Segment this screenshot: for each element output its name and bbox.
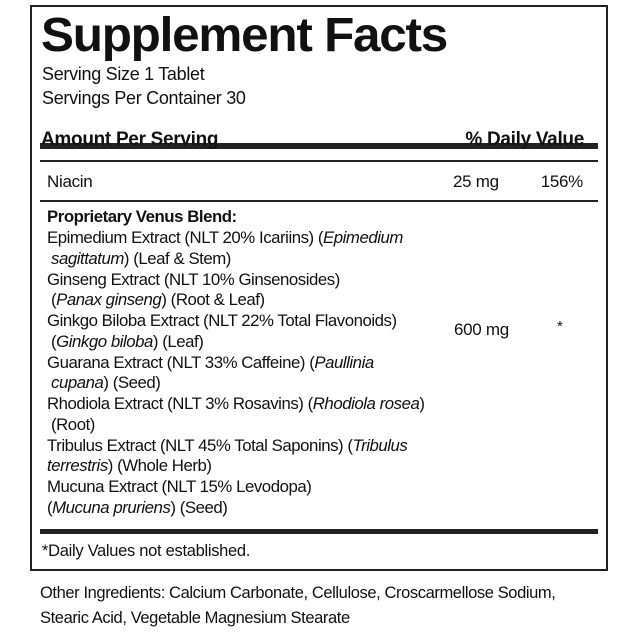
blend-ingredient-line: (Panax ginseng) (Root & Leaf) — [51, 290, 265, 310]
ingredient-text: (Root) — [51, 414, 95, 434]
botanical-name: Mucuna pruriens — [52, 497, 171, 517]
footnote: *Daily Values not established. — [42, 542, 251, 560]
thick-divider — [40, 143, 598, 149]
niacin-daily-value: 156% — [540, 172, 584, 191]
ingredient-text: Ginseng Extract (NLT 10% Ginsenosides) — [47, 269, 340, 289]
botanical-name: cupana — [51, 373, 104, 393]
ingredient-text: ) (Seed) — [170, 497, 228, 517]
blend-ingredient-line: (Root) — [51, 415, 95, 435]
botanical-name: Paullinia — [314, 352, 374, 372]
servings-per-container: Servings Per Container 30 — [42, 88, 246, 108]
botanical-name: Panax ginseng — [56, 290, 162, 310]
ingredient-text: ) (Leaf) — [152, 331, 204, 351]
ingredient-text: ) (Seed) — [103, 373, 161, 393]
blend-ingredient-line: Ginkgo Biloba Extract (NLT 22% Total Fla… — [47, 311, 397, 331]
blend-daily-value: * — [557, 318, 563, 335]
botanical-name: Tribulus — [352, 435, 408, 455]
thick-divider — [40, 529, 598, 534]
blend-ingredient-line: cupana) (Seed) — [51, 373, 161, 393]
ingredient-text: Ginkgo Biloba Extract (NLT 22% Total Fla… — [47, 311, 397, 330]
botanical-name: Ginkgo biloba — [56, 331, 153, 351]
blend-name: Proprietary Venus Blend: — [47, 207, 237, 226]
ingredient-text: ) (Whole Herb) — [107, 456, 212, 476]
supplement-facts-panel — [30, 5, 608, 571]
ingredient-text: ( — [47, 497, 53, 517]
ingredient-text: Tribulus Extract (NLT 45% Total Saponins… — [47, 435, 353, 455]
blend-ingredient-line: sagittatum) (Leaf & Stem) — [51, 249, 231, 269]
divider — [40, 160, 598, 162]
other-ingredients-line-2: Stearic Acid, Vegetable Magnesium Steara… — [40, 609, 350, 627]
ingredient-text: Rhodiola Extract (NLT 3% Rosavins) ( — [47, 394, 313, 413]
serving-size: Serving Size 1 Tablet — [42, 64, 205, 84]
ingredient-text: ) (Leaf & Stem) — [123, 248, 231, 268]
divider — [40, 200, 598, 202]
blend-ingredient-line: Tribulus Extract (NLT 45% Total Saponins… — [47, 435, 408, 456]
blend-ingredient-line: (Mucuna pruriens) (Seed) — [47, 497, 228, 518]
ingredient-text: ) (Root & Leaf) — [161, 290, 265, 310]
other-ingredients-line-1: Other Ingredients: Calcium Carbonate, Ce… — [40, 584, 556, 602]
ingredient-text: Mucuna Extract (NLT 15% Levodopa) — [47, 477, 312, 496]
botanical-name: Epimedium — [323, 228, 403, 247]
blend-ingredient-line: Guarana Extract (NLT 33% Caffeine) (Paul… — [47, 353, 374, 373]
blend-ingredient-line: Ginseng Extract (NLT 10% Ginsenosides) — [47, 270, 340, 290]
blend-ingredient-line: Rhodiola Extract (NLT 3% Rosavins) (Rhod… — [47, 394, 425, 414]
ingredient-text: ) — [419, 394, 425, 413]
botanical-name: sagittatum — [51, 248, 124, 268]
ingredient-text: Guarana Extract (NLT 33% Caffeine) ( — [47, 352, 315, 372]
daily-value-header: % Daily Value — [465, 129, 584, 150]
ingredient-text: ( — [51, 290, 57, 310]
blend-ingredient-line: Epimedium Extract (NLT 20% Icariins) (Ep… — [47, 228, 403, 248]
niacin-name: Niacin — [47, 172, 93, 191]
blend-ingredient-line: Mucuna Extract (NLT 15% Levodopa) — [47, 477, 312, 497]
ingredient-text: ( — [51, 331, 57, 351]
niacin-amount: 25 mg — [453, 172, 499, 191]
panel-title: Supplement Facts — [41, 9, 448, 62]
botanical-name: Rhodiola rosea — [312, 394, 420, 413]
blend-amount: 600 mg — [454, 320, 509, 339]
blend-ingredient-line: terrestris) (Whole Herb) — [47, 456, 212, 476]
blend-ingredient-line: (Ginkgo biloba) (Leaf) — [51, 331, 204, 352]
botanical-name: terrestris — [47, 456, 108, 476]
ingredient-text: Epimedium Extract (NLT 20% Icariins) ( — [47, 228, 324, 247]
amount-per-serving-header: Amount Per Serving — [41, 129, 219, 150]
